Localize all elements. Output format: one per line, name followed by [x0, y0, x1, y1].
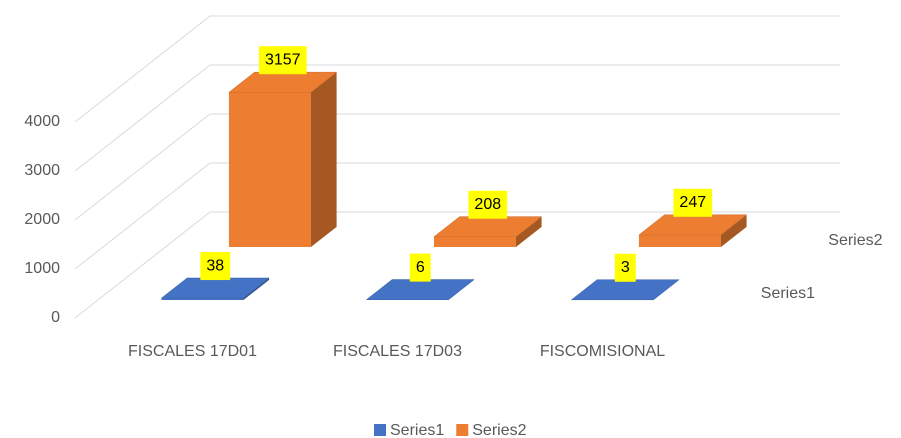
- data-label: 208: [474, 196, 501, 213]
- data-label-box: [673, 188, 713, 217]
- y-tick-label: 2000: [24, 211, 60, 228]
- grid-line: [74, 162, 840, 270]
- series-axis-label: Series2: [828, 232, 882, 249]
- data-label: 38: [206, 257, 224, 274]
- bar-top: [365, 279, 475, 300]
- bar-front: [638, 234, 721, 247]
- x-tick-label: FISCALES 17D03: [333, 343, 462, 360]
- y-tick-label: 4000: [24, 113, 60, 130]
- x-tick-label: FISCALES 17D01: [128, 343, 257, 360]
- legend-label: Series1: [390, 422, 444, 438]
- bar-side: [310, 72, 337, 247]
- y-tick-label: 0: [51, 309, 60, 326]
- data-label: 3: [621, 259, 630, 276]
- bar-front: [433, 236, 516, 247]
- grid-line: [74, 15, 840, 123]
- bar-front: [228, 92, 311, 247]
- x-tick-label: FISCOMISIONAL: [540, 343, 665, 360]
- bar-top: [160, 277, 270, 299]
- bar-front: [161, 298, 244, 300]
- data-label-box: [614, 253, 636, 282]
- legend-swatch: [374, 424, 386, 436]
- bar-top: [570, 279, 680, 301]
- grid-line: [74, 211, 840, 319]
- data-label-box: [200, 252, 231, 281]
- grid-line: [74, 64, 840, 172]
- series-axis-label: Series1: [761, 285, 815, 302]
- data-label-box: [258, 46, 307, 75]
- bar-side: [243, 277, 270, 300]
- data-label: 247: [679, 194, 706, 211]
- legend-label: Series2: [472, 422, 526, 438]
- data-label-box: [409, 253, 431, 282]
- data-label: 3157: [265, 51, 301, 68]
- bar-side: [720, 214, 747, 247]
- bar-side: [515, 216, 542, 247]
- bar-top: [638, 214, 748, 236]
- bar-top: [433, 216, 543, 238]
- y-tick-label: 1000: [24, 260, 60, 277]
- grid-line: [74, 113, 840, 221]
- legend-swatch: [456, 424, 469, 436]
- y-tick-label: 3000: [24, 162, 60, 179]
- bar-top: [228, 71, 338, 93]
- data-label-box: [468, 190, 508, 219]
- data-label: 6: [416, 259, 425, 276]
